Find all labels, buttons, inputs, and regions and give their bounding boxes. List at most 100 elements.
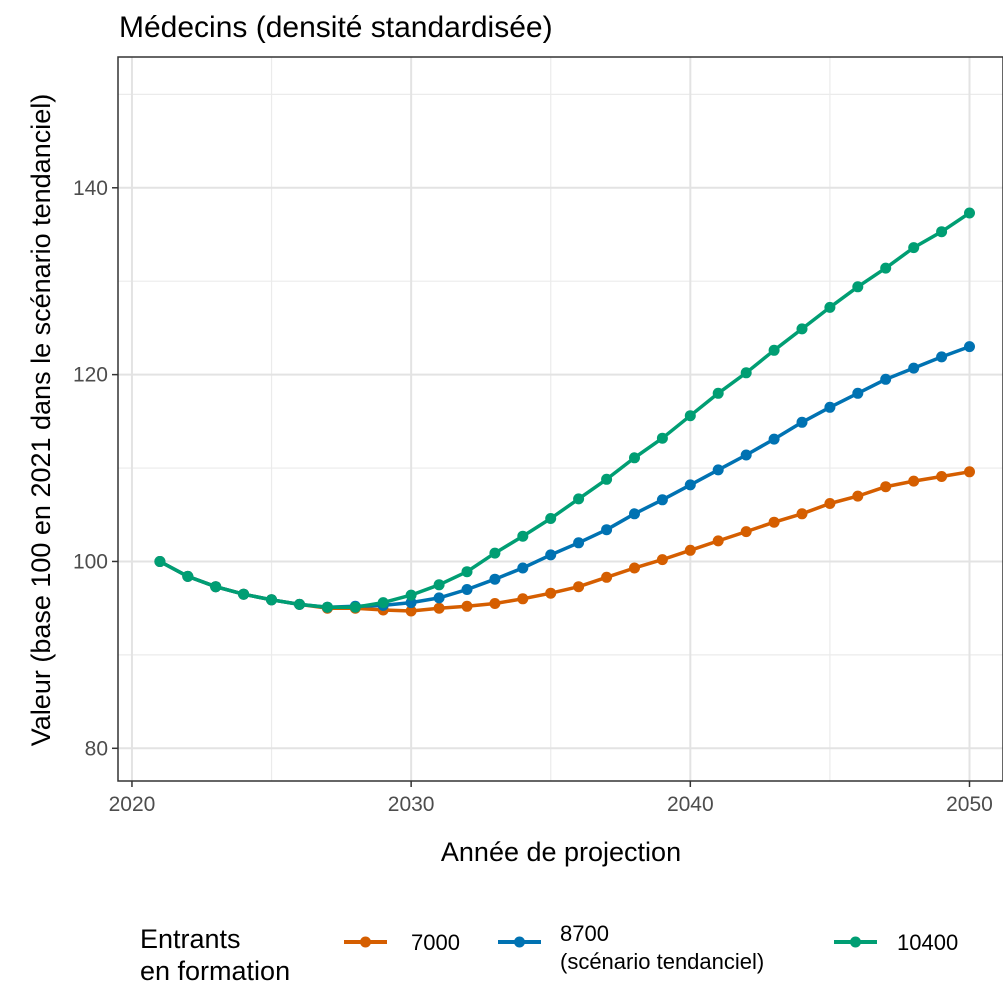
data-point (377, 597, 389, 609)
data-point (517, 593, 529, 605)
x-tick-label: 2020 (109, 793, 156, 816)
data-point (461, 584, 473, 595)
legend-key-point (514, 936, 525, 948)
data-point (517, 530, 529, 542)
data-point (936, 226, 948, 238)
data-point (964, 341, 975, 353)
data-point (712, 387, 724, 399)
data-point (852, 490, 864, 502)
data-point (936, 471, 948, 482)
series-line-7000 (158, 470, 972, 613)
data-point (796, 416, 808, 428)
data-point (908, 475, 920, 487)
gridlines (118, 57, 1003, 781)
data-point (601, 473, 613, 485)
data-point (154, 556, 166, 567)
legend: Entrants en formation 7000 8700 (scénari… (140, 921, 958, 986)
legend-title: Entrants en formation (140, 924, 290, 986)
data-point (740, 526, 752, 538)
data-point (573, 493, 585, 505)
data-point (964, 207, 975, 219)
legend-key-point (850, 936, 861, 948)
legend-title-line-2: en formation (140, 956, 290, 986)
data-point (768, 433, 780, 445)
legend-label-8700: 8700 (scénario tendanciel) (560, 921, 764, 974)
x-tick-label: 2050 (946, 793, 993, 816)
data-point (629, 452, 640, 464)
data-point (573, 581, 585, 593)
plot-panel-border (117, 56, 1003, 782)
data-point (433, 592, 445, 604)
data-point (489, 547, 501, 559)
legend-label-8700-line-1: 8700 (560, 921, 609, 946)
data-point (629, 562, 640, 574)
data-point (824, 401, 836, 413)
data-point (796, 508, 808, 520)
data-point (684, 544, 696, 556)
chart-title: Médecins (densité standardisée) (119, 11, 553, 44)
data-point (545, 587, 557, 599)
series-7000 (154, 466, 975, 617)
data-point (656, 432, 668, 444)
data-point (768, 516, 780, 528)
data-point (349, 601, 361, 613)
data-point (936, 351, 948, 363)
x-axis: 2020 2030 2040 2050 (109, 781, 993, 816)
data-point (880, 262, 892, 274)
data-point (601, 524, 613, 536)
data-point (433, 579, 445, 591)
legend-label-8700-line-2: (scénario tendanciel) (560, 949, 764, 974)
data-point (545, 549, 557, 561)
data-point (294, 598, 305, 610)
data-point (405, 605, 417, 617)
data-point (461, 600, 473, 612)
data-point (629, 508, 640, 520)
legend-label-7000: 7000 (411, 930, 460, 955)
x-tick-label: 2030 (388, 793, 435, 816)
y-tick-label: 120 (73, 364, 108, 387)
data-point (601, 571, 613, 583)
data-point (684, 410, 696, 422)
data-point (740, 367, 752, 379)
data-point (964, 466, 975, 478)
data-point (824, 498, 836, 509)
data-point (433, 602, 445, 614)
data-point (238, 588, 250, 600)
data-point (740, 449, 752, 461)
legend-item-7000: 7000 (344, 930, 460, 955)
legend-key-point (360, 936, 371, 948)
y-tick-label: 100 (73, 550, 108, 573)
data-point (824, 301, 836, 313)
series-8700 (154, 341, 975, 613)
data-point (573, 537, 585, 549)
data-point (768, 344, 780, 356)
y-tick-label: 140 (73, 177, 108, 200)
data-point (908, 242, 920, 254)
series-line-8700 (158, 344, 972, 609)
data-point (712, 464, 724, 476)
data-point (684, 479, 696, 491)
data-point (489, 573, 501, 585)
data-point (656, 494, 668, 506)
data-point (266, 594, 277, 606)
data-point (182, 570, 194, 582)
y-axis: 80 100 120 140 (73, 177, 118, 760)
data-point (656, 554, 668, 566)
y-axis-title: Valeur (base 100 en 2021 dans le scénari… (26, 94, 56, 746)
data-point (880, 481, 892, 493)
x-tick-label: 2040 (667, 793, 714, 816)
data-point (545, 513, 557, 524)
data-point (796, 323, 808, 335)
data-point (852, 387, 864, 399)
y-tick-label: 80 (85, 737, 108, 760)
series-10400 (154, 207, 975, 613)
legend-label-10400: 10400 (897, 930, 958, 955)
data-point (880, 373, 892, 385)
series-layer (154, 207, 975, 617)
data-point (712, 535, 724, 547)
data-point (852, 281, 864, 293)
legend-item-8700: 8700 (scénario tendanciel) (498, 921, 764, 974)
data-point (908, 362, 920, 374)
data-point (517, 562, 529, 574)
